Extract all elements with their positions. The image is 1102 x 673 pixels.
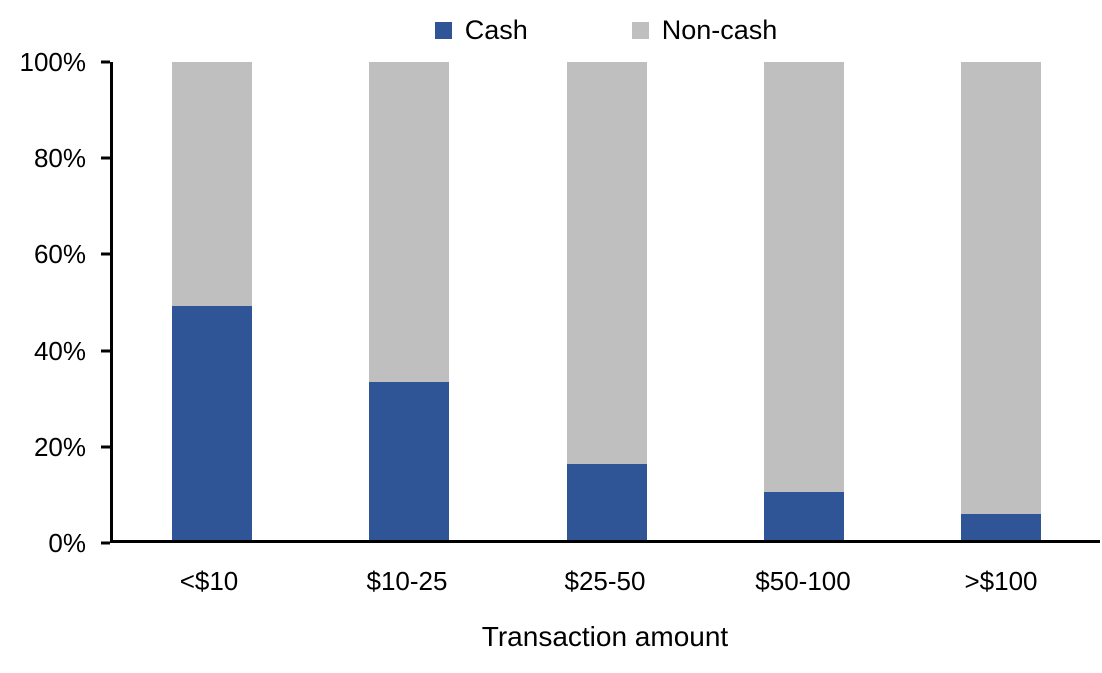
y-tick-mark-60 — [101, 252, 110, 256]
plot-area — [110, 62, 1100, 543]
x-axis-title: Transaction amount — [481, 621, 729, 652]
legend-label-cash: Cash — [464, 14, 528, 45]
legend-swatch-non-cash — [631, 21, 649, 39]
y-tick-mark-20 — [101, 445, 110, 449]
legend-swatch-cash — [434, 21, 452, 39]
stacked-bar-50-100 — [763, 62, 844, 540]
y-tick-label-80: 80% — [33, 143, 86, 174]
y-tick-label-20: 20% — [33, 431, 86, 462]
y-tick-label-60: 60% — [33, 239, 86, 270]
bar-segment-non-cash-25-50 — [566, 62, 647, 464]
legend-item-non-cash: Non-cash — [631, 14, 778, 45]
legend-item-cash: Cash — [434, 14, 528, 45]
x-tick-label-50-100: $50-100 — [755, 566, 851, 596]
bar-segment-cash-50-100 — [763, 492, 844, 540]
stacked-bar-10 — [171, 62, 252, 540]
y-tick-label-40: 40% — [33, 335, 86, 366]
legend-label-non-cash: Non-cash — [661, 14, 778, 45]
x-tick-label-10: <$10 — [179, 566, 239, 596]
bar-segment-non-cash-100 — [961, 62, 1042, 514]
bar-slot-25-50 — [508, 62, 705, 540]
bar-segment-non-cash-10 — [171, 62, 252, 306]
bar-slot-100 — [903, 62, 1100, 540]
y-axis: 0% 20% 40% 60% 80% 100% — [0, 49, 110, 556]
y-tick-label-0: 0% — [48, 528, 86, 558]
bar-segment-cash-10 — [171, 305, 252, 540]
bar-slot-50-100 — [705, 62, 902, 540]
bar-slot-10 — [113, 62, 310, 540]
stacked-bar-10-25 — [369, 62, 450, 540]
stacked-bar-25-50 — [566, 62, 647, 540]
legend: Cash Non-cash — [112, 12, 1100, 48]
bar-segment-non-cash-50-100 — [763, 62, 844, 493]
y-tick-mark-40 — [101, 349, 110, 353]
x-tick-label-100: >$100 — [964, 566, 1038, 596]
x-tick-label-10-25: $10-25 — [366, 566, 448, 596]
x-axis-labels: <$10 $10-25 $25-50 $50-100 >$100 — [110, 567, 1100, 596]
bar-segment-cash-10-25 — [369, 382, 450, 540]
bar-segment-cash-100 — [961, 513, 1042, 540]
bar-slot-10-25 — [310, 62, 507, 540]
x-tick-label-25-50: $25-50 — [564, 566, 646, 596]
y-tick-mark-80 — [101, 156, 110, 160]
bar-segment-non-cash-10-25 — [369, 62, 450, 383]
stacked-bar-100 — [961, 62, 1042, 540]
y-tick-label-100: 100% — [19, 47, 87, 77]
bar-segment-cash-25-50 — [566, 463, 647, 540]
y-tick-mark-100 — [101, 60, 110, 64]
y-tick-mark-0 — [101, 541, 110, 545]
